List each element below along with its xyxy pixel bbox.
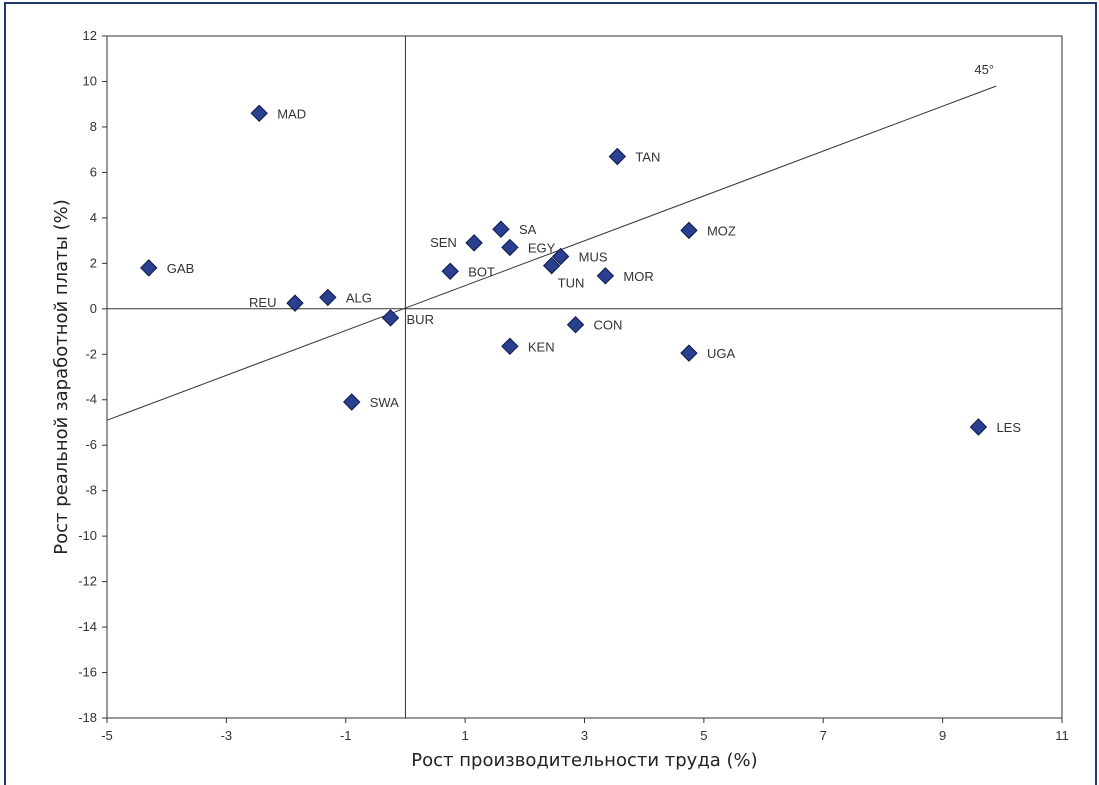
y-tick-label: 2 <box>90 255 97 270</box>
point-label-con: CON <box>594 318 623 333</box>
plot-border <box>106 35 1063 719</box>
point-label-swa: SWA <box>370 395 399 410</box>
y-tick-label: 6 <box>90 164 97 179</box>
point-label-gab: GAB <box>167 261 194 276</box>
y-tick-label: -8 <box>85 483 97 498</box>
axis-ticks: -5 -3 -1 1 3 5 7 9 11 12 10 8 6 4 2 0 -2 -4 -6 -8 -10 -12 -14 -… <box>78 28 1069 743</box>
data-point-sen <box>465 234 483 252</box>
data-point-con <box>566 316 585 334</box>
x-tick-label: -1 <box>340 728 352 743</box>
reference-line-45 <box>106 85 997 421</box>
plot-area <box>106 35 1063 719</box>
point-label-uga: UGA <box>707 346 736 361</box>
point-label-bur: BUR <box>407 312 434 327</box>
point-label-reu: REU <box>249 295 276 310</box>
chart-frame <box>4 2 1097 785</box>
x-tick-label: 1 <box>462 728 469 743</box>
x-tick-label: 9 <box>939 728 946 743</box>
point-label-tan: TAN <box>635 149 660 164</box>
point-label-sen: SEN <box>430 235 457 250</box>
point-label-mor: MOR <box>623 269 653 284</box>
x-tick-label: -3 <box>221 728 233 743</box>
point-label-moz: MOZ <box>707 223 736 238</box>
data-point-sa <box>492 220 510 238</box>
data-point-moz <box>680 221 698 240</box>
y-tick-label: -4 <box>85 392 97 407</box>
y-tick-label: -14 <box>78 619 97 634</box>
data-point-uga <box>680 344 698 362</box>
y-tick-label: 0 <box>90 301 97 316</box>
data-point-mor <box>596 267 615 285</box>
x-axis-title: Рост производительности труда (%) <box>411 750 757 771</box>
x-tick-label: 11 <box>1055 728 1069 743</box>
point-label-egy: EGY <box>528 240 556 255</box>
reference-line-label: 45° <box>974 62 994 77</box>
data-point-reu <box>286 294 304 312</box>
data-point-mad <box>250 104 268 123</box>
point-label-tun: TUN <box>558 276 585 291</box>
data-point-egy <box>501 238 519 257</box>
y-tick-label: 8 <box>90 119 97 134</box>
x-tick-label: 3 <box>581 728 588 743</box>
y-axis-title: Рост реальной заработной платы (%) <box>51 199 72 555</box>
data-point-les <box>969 418 988 436</box>
y-tick-label: 12 <box>83 28 97 43</box>
x-tick-label: -5 <box>101 728 113 743</box>
data-point-alg <box>319 288 337 307</box>
point-label-mad: MAD <box>277 106 306 121</box>
data-points: MAD TAN GAB SA SEN EGY MUS TUN MOZ BOT MOR REU ALG BU… <box>140 104 1021 436</box>
y-tick-label: 10 <box>83 73 97 88</box>
point-label-sa: SA <box>519 222 537 237</box>
y-tick-label: -10 <box>78 528 97 543</box>
data-point-tun <box>542 256 561 275</box>
y-tick-label: -18 <box>78 710 97 725</box>
point-label-les: LES <box>996 420 1021 435</box>
y-tick-label: -2 <box>85 346 97 361</box>
data-point-bur <box>381 309 400 327</box>
data-point-gab <box>140 259 158 277</box>
y-tick-label: -6 <box>85 437 97 452</box>
point-label-ken: KEN <box>528 339 555 354</box>
x-tick-label: 5 <box>700 728 707 743</box>
point-label-alg: ALG <box>346 290 372 305</box>
y-tick-label: -16 <box>78 665 97 680</box>
reference-line-group <box>106 85 997 421</box>
data-point-mus <box>551 247 570 266</box>
data-point-tan <box>608 147 627 166</box>
point-label-bot: BOT <box>468 264 495 279</box>
data-point-bot <box>441 262 459 280</box>
x-tick-label: 7 <box>820 728 827 743</box>
data-point-ken <box>501 337 519 356</box>
point-label-mus: MUS <box>579 250 608 265</box>
y-tick-label: -12 <box>78 574 97 589</box>
data-point-swa <box>343 393 361 411</box>
y-tick-label: 4 <box>90 210 97 225</box>
